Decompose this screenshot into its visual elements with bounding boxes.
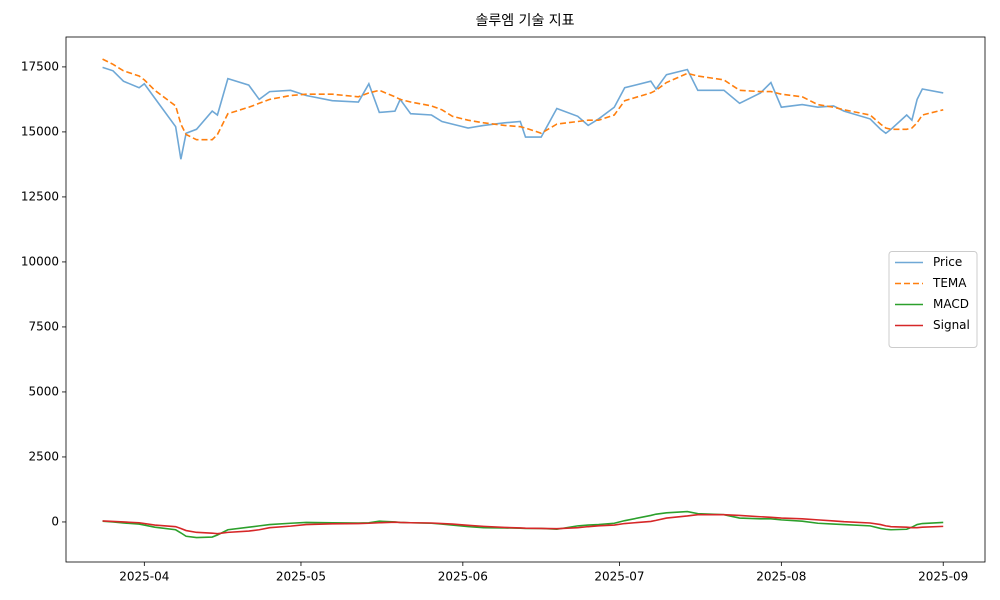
series-line [102,58,944,141]
y-tick-label: 10000 [21,254,59,268]
x-tick-label: 2025-09 [918,570,968,584]
series-line [102,513,944,535]
legend-label: Price [933,255,962,269]
x-tick-label: 2025-06 [438,570,488,584]
x-tick-label: 2025-04 [119,570,169,584]
y-tick-label: 7500 [28,319,59,333]
x-tick-label: 2025-05 [276,570,326,584]
y-tick-label: 17500 [21,59,59,73]
legend-label: Signal [933,318,970,332]
y-tick-label: 2500 [28,449,59,463]
chart-title: 솔루엠 기술 지표 [475,13,574,29]
y-tick-label: 0 [51,514,59,528]
y-tick-label: 15000 [21,124,59,138]
plot-frame [65,36,986,563]
legend-label: TEMA [932,276,967,290]
legend-label: MACD [933,297,969,311]
legend-box [888,251,978,348]
y-tick-label: 12500 [21,189,59,203]
x-tick-label: 2025-07 [594,570,644,584]
y-tick-label: 5000 [28,384,59,398]
x-tick-label: 2025-08 [756,570,806,584]
